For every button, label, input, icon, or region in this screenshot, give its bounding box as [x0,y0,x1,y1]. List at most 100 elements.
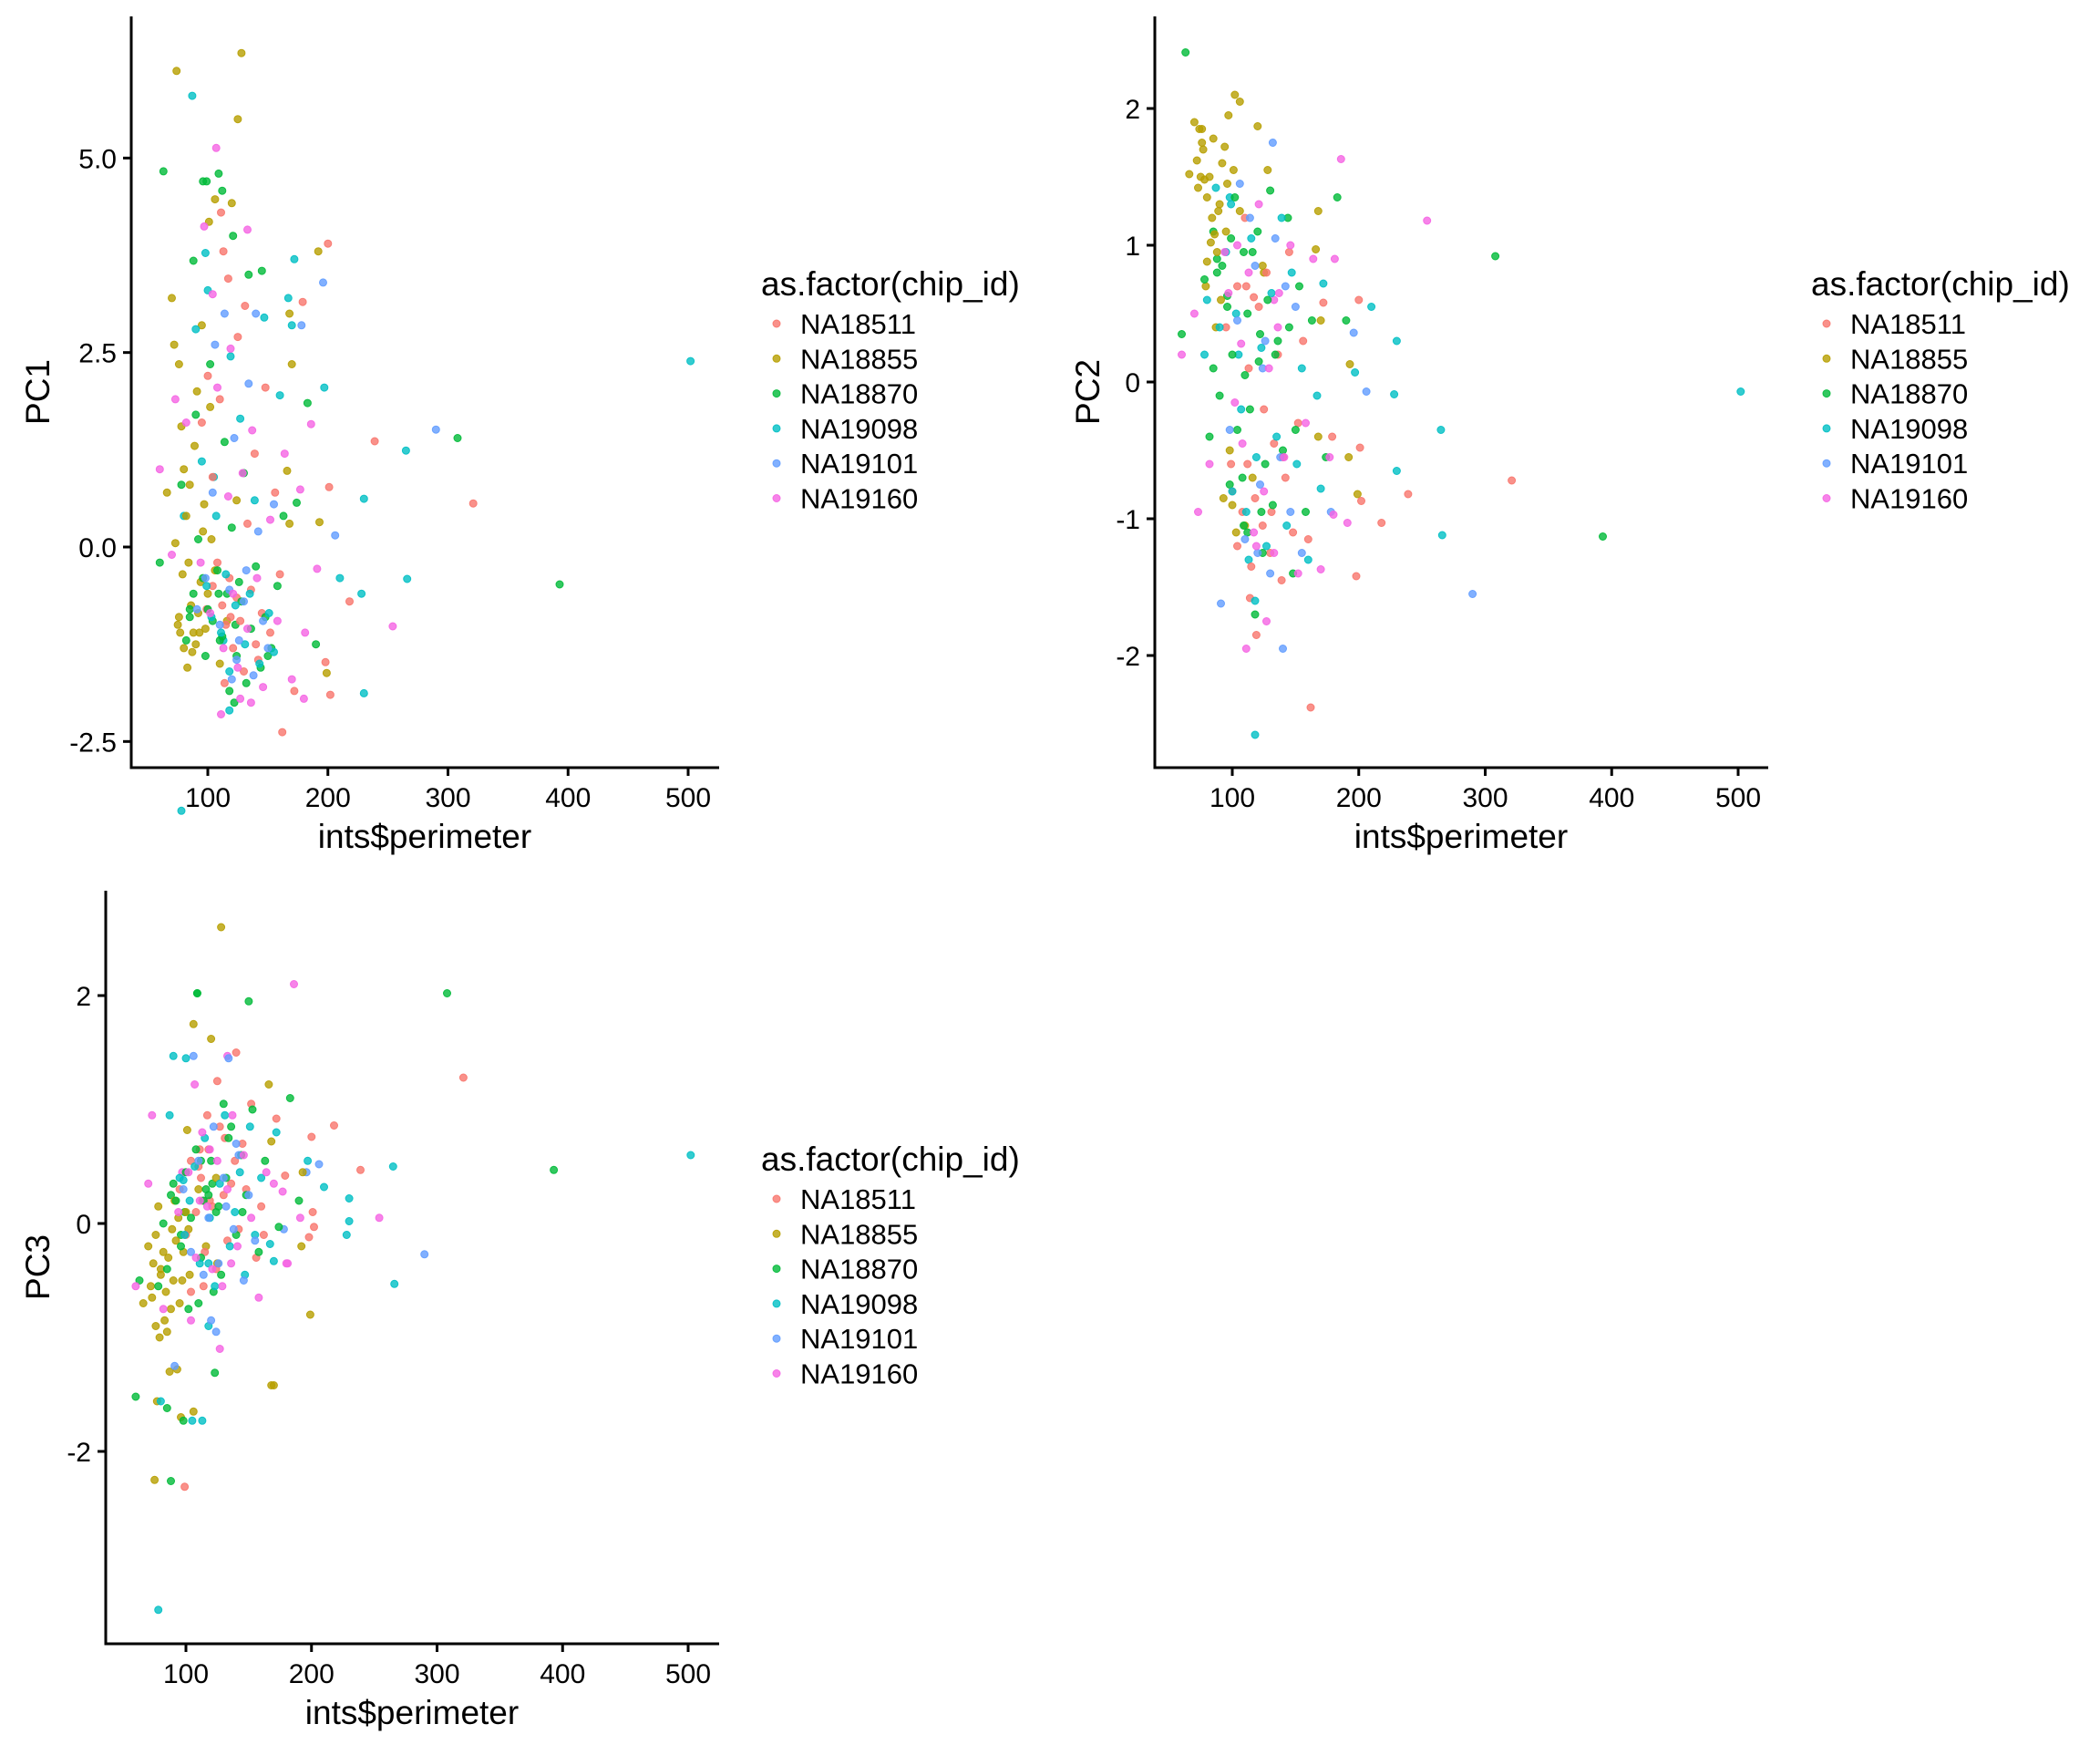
x-tick-label: 100 [1210,783,1255,813]
point-NA19098 [215,1179,224,1188]
x-axis-title-pc1: ints$perimeter [318,818,531,855]
point-NA18511 [1251,494,1260,502]
point-NA19098 [226,352,235,361]
point-NA18855 [237,48,246,57]
point-NA19160 [1244,268,1253,277]
point-NA18511 [321,657,330,666]
x-tick-label: 400 [540,1659,585,1689]
point-NA18511 [199,1282,208,1291]
point-NA18855 [159,1247,168,1256]
point-NA19101 [319,278,327,287]
point-NA18855 [285,309,294,318]
point-NA18855 [206,402,215,411]
point-NA19098 [1211,183,1220,192]
point-NA18870 [211,1368,220,1378]
y-tick-label: 5.0 [78,144,117,174]
point-NA18855 [1218,159,1227,168]
point-NA19101 [179,1185,188,1193]
point-NA18855 [200,500,209,509]
point-NA18870 [218,186,227,195]
point-NA19160 [1262,617,1271,625]
y-ticks-pc3: 2 0 -2 [67,982,106,1468]
point-NA18511 [1284,248,1293,256]
point-NA18855 [264,1080,273,1089]
x-tick-label: 400 [545,783,591,813]
point-NA19160 [219,644,228,653]
x-tick-label: 200 [289,1659,335,1689]
point-NA19160 [269,1179,278,1188]
point-NA18870 [279,511,288,521]
point-NA18855 [267,1137,276,1146]
point-NA18855 [160,1316,170,1325]
point-NA18855 [204,217,213,226]
point-NA19160 [191,1254,201,1262]
point-NA18870 [201,652,210,660]
y-tick-label: 0 [1125,368,1140,398]
point-NA19098 [1251,596,1260,605]
point-NA18511 [330,1121,338,1130]
legend-key-NA18870 [772,1265,781,1274]
legend-title: as.factor(chip_id) [761,265,1020,303]
point-NA19098 [359,494,368,503]
legend-key-NA18870 [772,389,781,398]
point-NA18870 [1230,193,1240,201]
point-NA18870 [214,1202,223,1211]
point-NA19098 [197,457,206,466]
point-NA18870 [1218,262,1227,270]
y-tick-label: -2 [1116,642,1140,672]
point-NA19098 [1272,432,1282,441]
point-NA18870 [1215,391,1224,400]
point-NA18511 [278,728,287,737]
point-NA18870 [274,1223,283,1232]
point-NA18855 [1313,432,1323,441]
point-NA19101 [211,340,220,349]
point-NA18855 [1210,230,1220,239]
point-NA18855 [1312,245,1321,253]
point-NA18855 [139,1299,148,1307]
x-tick-label: 100 [163,1659,209,1689]
point-NA19098 [1436,426,1446,434]
point-NA18870 [1342,316,1351,325]
point-NA18855 [211,195,220,204]
point-NA19101 [251,1236,260,1245]
point-NA19160 [1273,323,1282,332]
point-NA18855 [162,1327,171,1337]
point-NA19101 [192,604,201,614]
point-NA19160 [148,1110,157,1120]
point-NA18870 [1253,227,1262,236]
point-NA19098 [175,1173,184,1182]
point-NA19101 [220,309,229,318]
point-NA19160 [202,1202,211,1211]
point-NA18511 [1262,268,1271,277]
point-NA19098 [1282,521,1292,530]
point-NA18511 [1267,508,1276,516]
point-NA19098 [204,1259,213,1268]
point-NA18870 [1225,480,1234,489]
point-NA18855 [215,659,224,668]
point-NA18870 [1212,268,1221,277]
point-NA19160 [1254,200,1263,209]
point-NA18870 [229,232,238,241]
point-NA18511 [272,1114,281,1123]
legend-key-NA19098 [772,1299,781,1308]
point-NA19098 [275,391,284,400]
point-NA19098 [686,356,695,366]
legend-key-NA19101 [1822,459,1831,468]
point-NA18870 [273,582,282,591]
point-NA19101 [209,1122,218,1131]
point-NA19101 [314,1160,324,1169]
point-NA18511 [1303,535,1312,543]
point-NA19160 [181,418,190,427]
point-NA19098 [177,806,186,815]
point-NA18870 [154,1282,163,1291]
point-NA18511 [226,613,235,622]
point-NA18855 [1221,227,1230,236]
point-NA18870 [191,1145,201,1154]
point-NA18855 [178,570,187,579]
point-NA18870 [135,1276,144,1285]
point-NA18511 [304,1233,314,1242]
point-NA18870 [1256,330,1264,338]
point-NA18870 [294,1196,304,1205]
legend-key-NA18511 [772,319,781,328]
